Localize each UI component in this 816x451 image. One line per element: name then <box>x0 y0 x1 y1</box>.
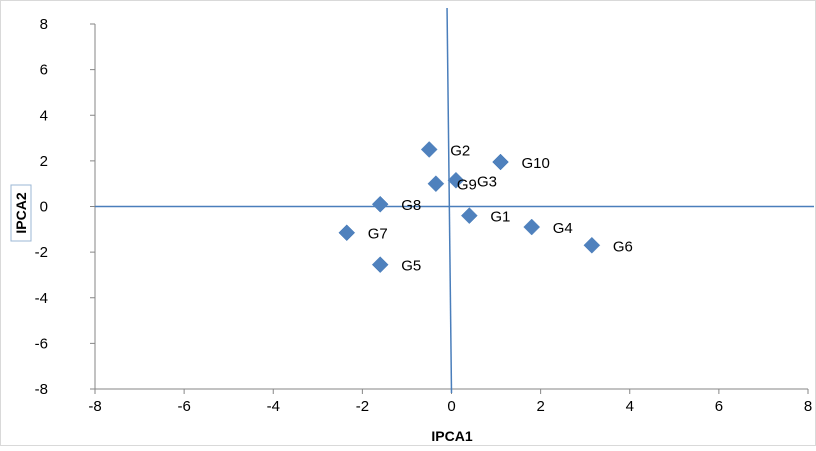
data-point-g6 <box>583 236 601 254</box>
x-tick-label: 0 <box>447 398 455 415</box>
data-label-g3: G3 <box>477 173 497 190</box>
x-tick-label: 4 <box>626 398 634 415</box>
x-tick-label: -6 <box>177 398 190 415</box>
y-axis-title: IPCA2 <box>13 192 29 233</box>
y-tick-label: -6 <box>35 335 48 352</box>
data-label-g8: G8 <box>401 197 421 214</box>
data-label-g9: G9 <box>457 177 477 194</box>
tick-labels: -8 -6 -4 -2 0 2 4 6 8 8 6 4 2 0 -2 -4 -6 -8 <box>35 16 813 415</box>
data-point-g10 <box>492 153 509 171</box>
y-tick-label: 6 <box>40 62 48 79</box>
y-tick-label: 8 <box>40 16 48 33</box>
data-label-g1: G1 <box>490 209 510 226</box>
data-points <box>338 141 601 274</box>
data-point-g5 <box>371 256 389 274</box>
data-point-g8 <box>371 195 389 213</box>
y-tick-label: 0 <box>40 199 48 216</box>
reference-lines <box>95 7 814 394</box>
data-point-g7 <box>338 224 356 242</box>
data-point-g9 <box>427 175 445 193</box>
data-point-g1 <box>460 207 478 224</box>
x-tick-label: -2 <box>356 398 369 415</box>
data-point-g4 <box>523 218 541 236</box>
y-tick-label: -2 <box>35 244 48 261</box>
data-label-g2: G2 <box>450 142 470 159</box>
data-point-g3 <box>447 171 465 189</box>
data-label-g7: G7 <box>368 226 388 243</box>
data-point-g2 <box>420 141 438 158</box>
vertical-zero-line <box>446 7 453 394</box>
x-tick-label: 6 <box>715 398 723 415</box>
data-label-g5: G5 <box>401 258 421 275</box>
y-tick-label: 2 <box>40 153 48 170</box>
data-labels: G1 G2 G3 G4 G5 G6 G7 G8 G9 G10 <box>368 142 633 274</box>
y-tick-label: -4 <box>35 290 48 307</box>
y-tick-label: 4 <box>40 107 48 124</box>
y-tick-label: -8 <box>35 381 48 398</box>
data-label-g4: G4 <box>553 220 573 237</box>
x-axis-title: IPCA1 <box>431 428 472 444</box>
data-label-g10: G10 <box>522 155 550 172</box>
x-tick-label: 2 <box>536 398 544 415</box>
x-tick-label: -4 <box>267 398 280 415</box>
data-label-g6: G6 <box>613 238 633 255</box>
y-axis-title-box <box>10 184 32 242</box>
x-tick-label: 8 <box>804 398 812 415</box>
x-tick-label: -8 <box>88 398 101 415</box>
